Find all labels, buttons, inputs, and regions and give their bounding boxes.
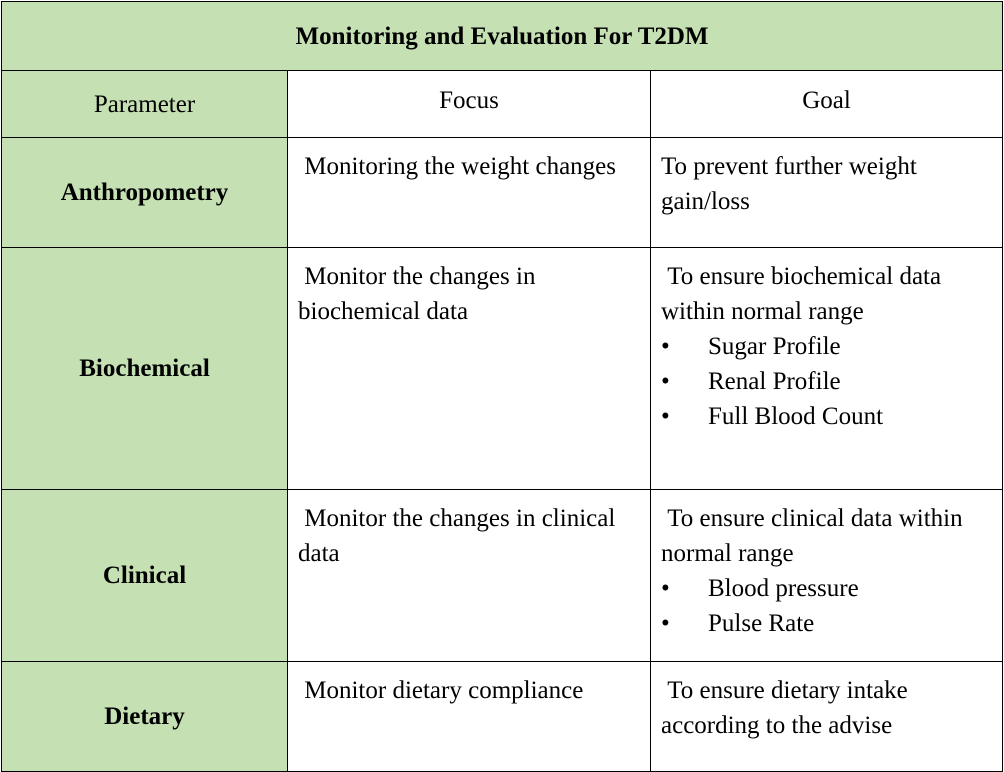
bullet-icon: • (661, 575, 670, 602)
goal-cell: To prevent further weight gain/loss (649, 137, 1004, 248)
goal-cell: To ensure biochemical data within normal… (649, 247, 1004, 490)
goal-text: To ensure biochemical data within normal… (661, 263, 948, 325)
bullet-text: Blood pressure (708, 575, 859, 602)
goal-text: To ensure dietary intake according to th… (661, 677, 915, 739)
focus-cell: Monitoring the weight changes (287, 137, 651, 248)
table-row: Clinical Monitor the changes in clinical… (1, 489, 1004, 662)
header-focus: Focus (287, 70, 651, 138)
bullet-icon: • (661, 610, 670, 637)
table-title: Monitoring and Evaluation For T2DM (0, 1, 1004, 71)
goal-text: To prevent further weight gain/loss (661, 153, 924, 215)
header-parameter: Parameter (1, 70, 288, 138)
parameter-cell: Dietary (1, 661, 288, 772)
list-item: • Full Blood Count (661, 399, 994, 434)
bullet-icon: • (661, 368, 670, 395)
focus-cell: Monitor the changes in biochemical data (287, 247, 651, 490)
focus-cell: Monitor the changes in clinical data (287, 489, 651, 662)
parameter-cell: Biochemical (1, 247, 288, 490)
bullet-text: Sugar Profile (708, 333, 841, 360)
list-item: • Blood pressure (661, 571, 994, 606)
list-item: • Sugar Profile (661, 329, 994, 364)
bullet-text: Pulse Rate (708, 610, 815, 637)
parameter-cell: Anthropometry (1, 137, 288, 248)
list-item: • Renal Profile (661, 364, 994, 399)
table-row: Anthropometry Monitoring the weight chan… (1, 137, 1004, 248)
goal-cell: To ensure dietary intake according to th… (649, 661, 1004, 772)
title-row: Monitoring and Evaluation For T2DM (0, 1, 1004, 71)
header-goal: Goal (649, 70, 1004, 138)
goal-bullet-list: • Sugar Profile • Renal Profile • Full Bloo… (661, 329, 994, 434)
bullet-text: Full Blood Count (708, 403, 884, 430)
table-row: Biochemical Monitor the changes in bioch… (1, 247, 1004, 490)
bullet-icon: • (661, 403, 670, 430)
goal-text: To ensure clinical data within normal ra… (661, 505, 969, 567)
parameter-cell: Clinical (1, 489, 288, 662)
goal-bullet-list: • Blood pressure • Pulse Rate (661, 571, 994, 641)
goal-cell: To ensure clinical data within normal ra… (649, 489, 1004, 662)
bullet-icon: • (661, 333, 670, 360)
focus-cell: Monitor dietary compliance (287, 661, 651, 772)
list-item: • Pulse Rate (661, 606, 994, 641)
header-row: Parameter Focus Goal (1, 70, 1004, 138)
bullet-text: Renal Profile (708, 368, 841, 395)
table-row: Dietary Monitor dietary compliance To en… (1, 661, 1004, 772)
